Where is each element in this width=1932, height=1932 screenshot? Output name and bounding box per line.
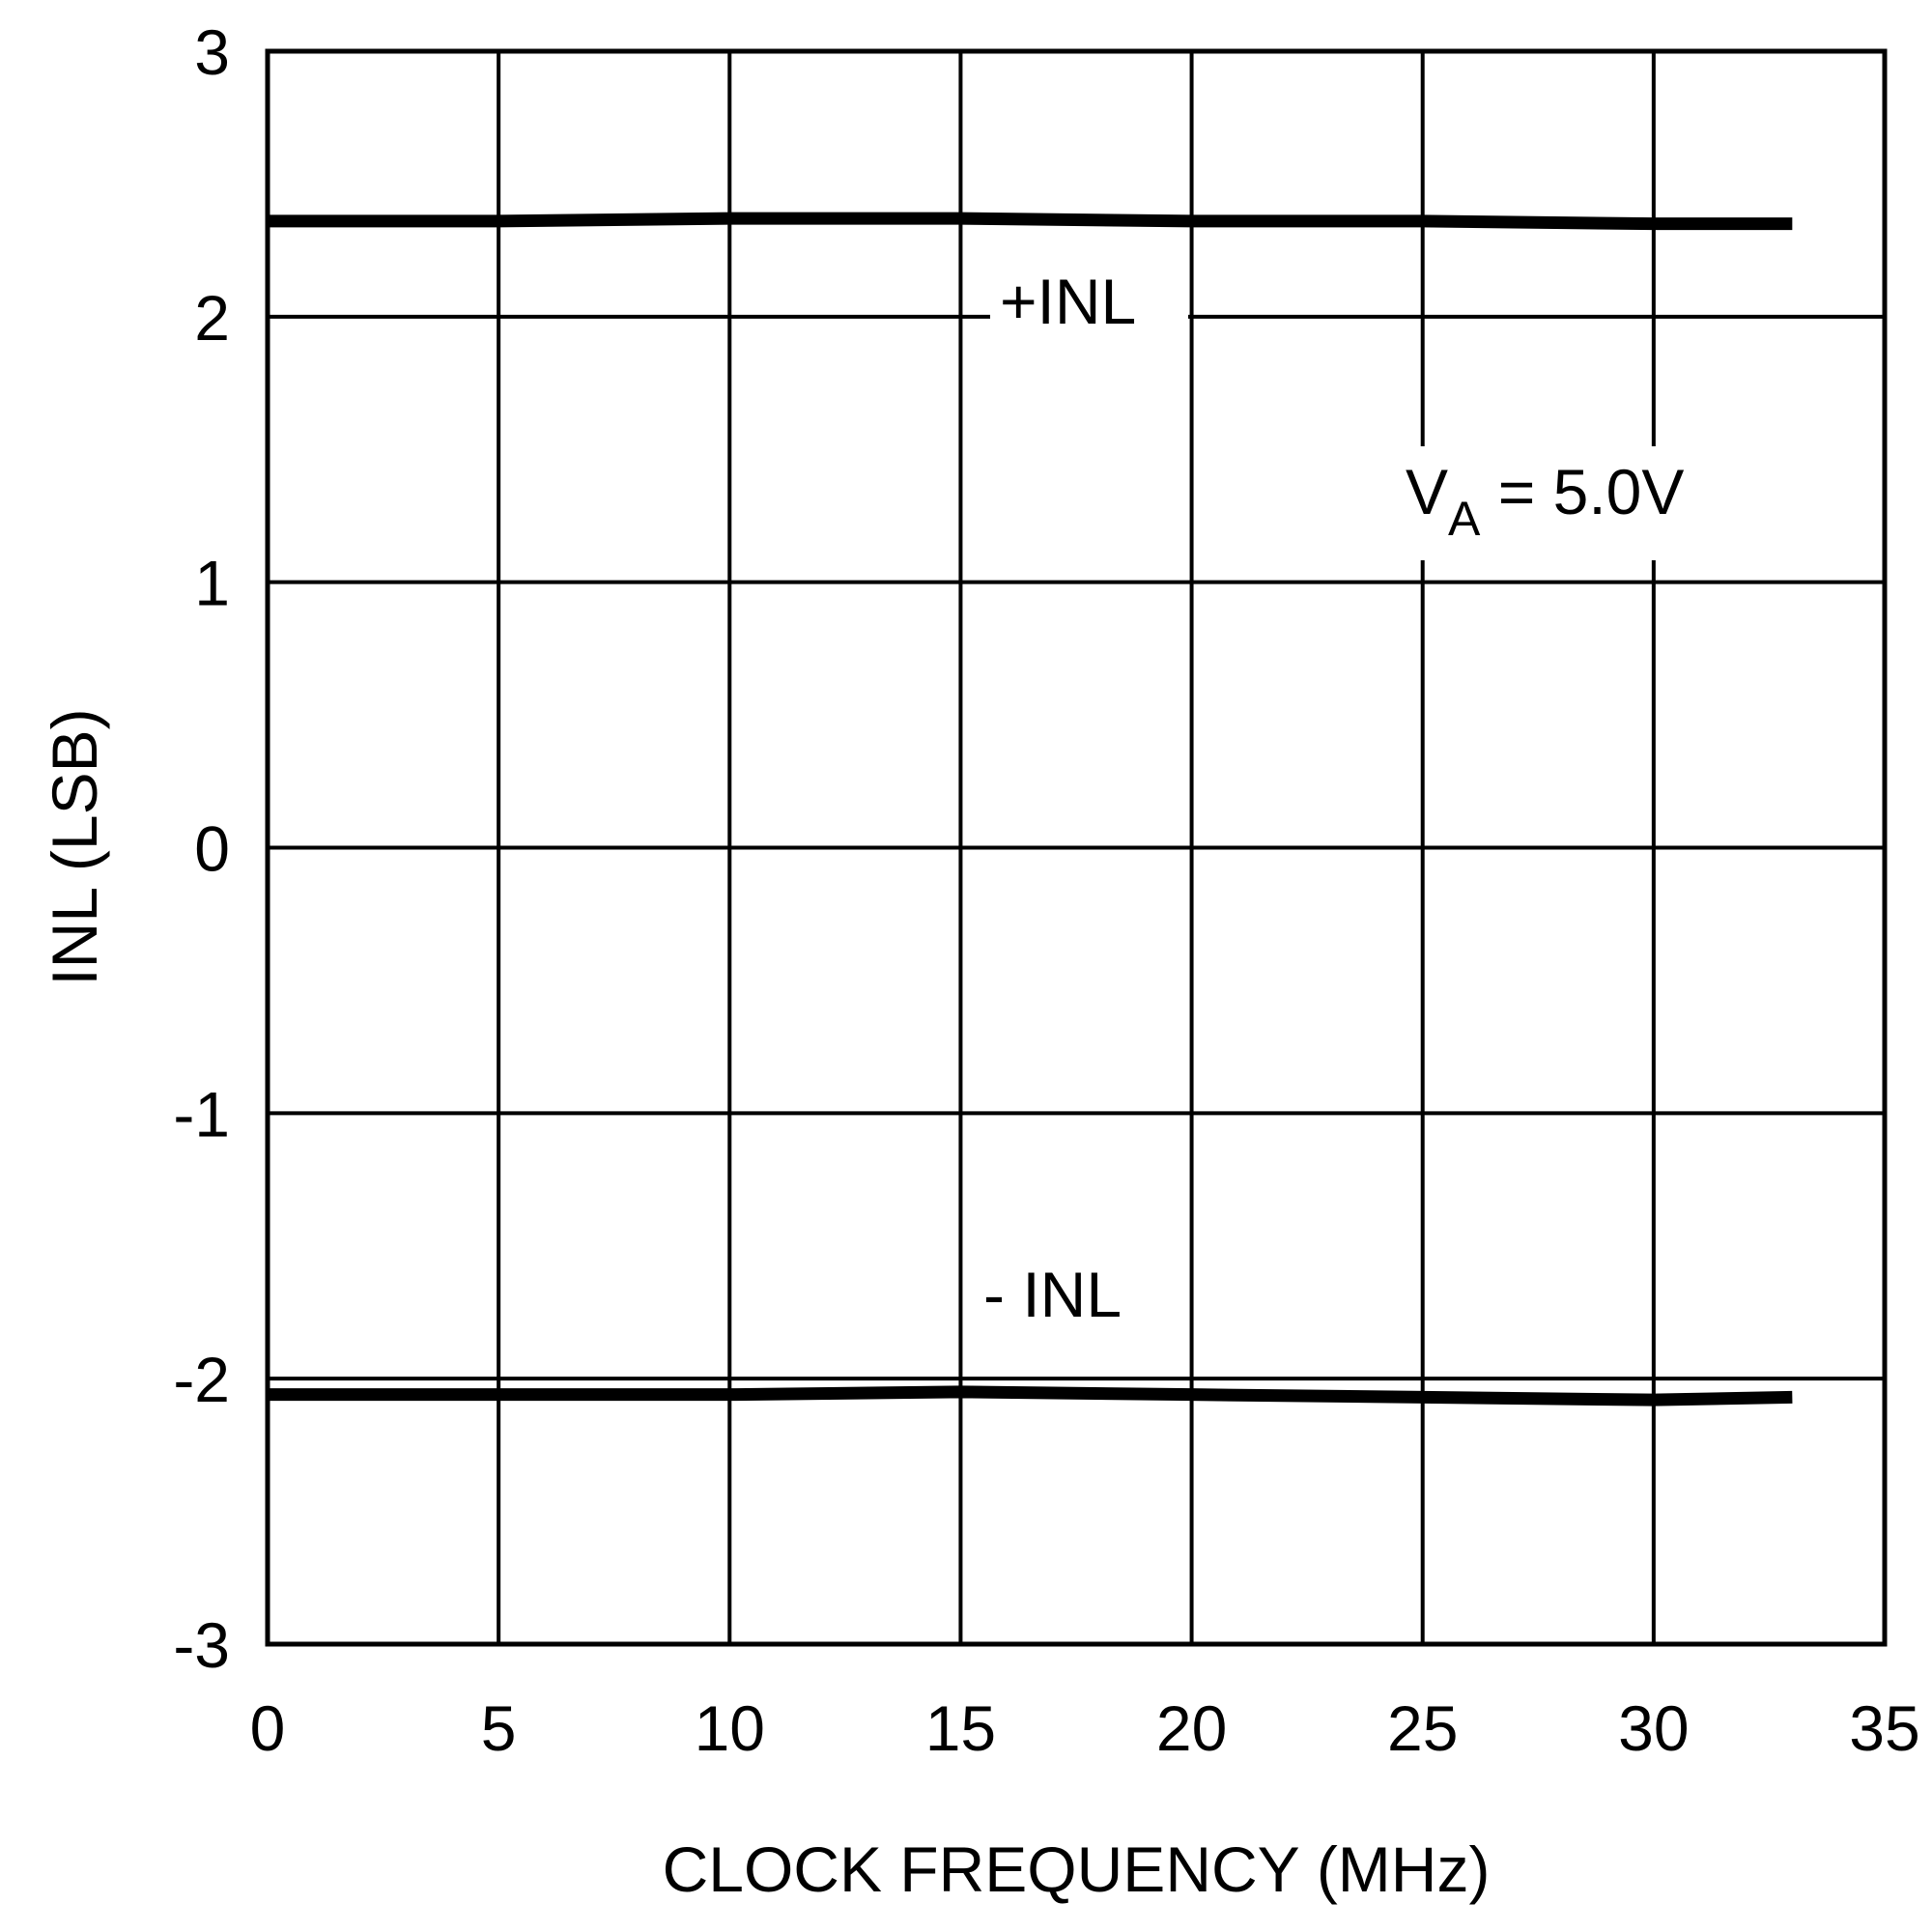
negative-inl-line (268, 1385, 1793, 1406)
condition-subscript: A (1448, 492, 1481, 546)
y-tick-labels: 3 2 1 0 -1 -2 -3 (173, 16, 230, 1681)
x-axis-title: CLOCK FREQUENCY (MHz) (663, 1833, 1491, 1905)
condition-rest: = 5.0V (1480, 456, 1684, 527)
y-tick-label: 2 (194, 282, 230, 354)
data-series (268, 212, 1793, 1406)
y-tick-label: -1 (173, 1078, 230, 1150)
x-tick-label: 0 (250, 1692, 286, 1764)
x-tick-labels: 0 5 10 15 20 25 30 35 (250, 1692, 1920, 1764)
x-tick-label: 25 (1387, 1692, 1458, 1764)
y-tick-label: -3 (173, 1609, 230, 1681)
x-tick-label: 30 (1618, 1692, 1689, 1764)
supply-voltage-condition-label: VA = 5.0V (1406, 456, 1684, 546)
y-tick-label: 1 (194, 548, 230, 619)
plot-frame (265, 48, 1888, 1647)
y-tick-label: 3 (194, 16, 230, 88)
negative-inl-label: - INL (983, 1259, 1122, 1330)
y-tick-label: -2 (173, 1344, 230, 1415)
condition-label-background (1399, 446, 1795, 560)
x-tick-label: 20 (1156, 1692, 1227, 1764)
grid-lines (266, 49, 1887, 1646)
positive-inl-line (268, 212, 1793, 231)
x-tick-label: 15 (925, 1692, 996, 1764)
x-tick-label: 5 (481, 1692, 517, 1764)
x-tick-label: 10 (695, 1692, 765, 1764)
y-tick-label: 0 (194, 813, 230, 885)
positive-inl-label: +INL (1000, 266, 1136, 337)
negative-inl-label-background (976, 1256, 1188, 1333)
x-tick-label: 35 (1849, 1692, 1919, 1764)
condition-main: V (1406, 456, 1448, 527)
y-axis-title: INL (LSB) (39, 708, 110, 985)
positive-inl-label-background (990, 256, 1188, 364)
